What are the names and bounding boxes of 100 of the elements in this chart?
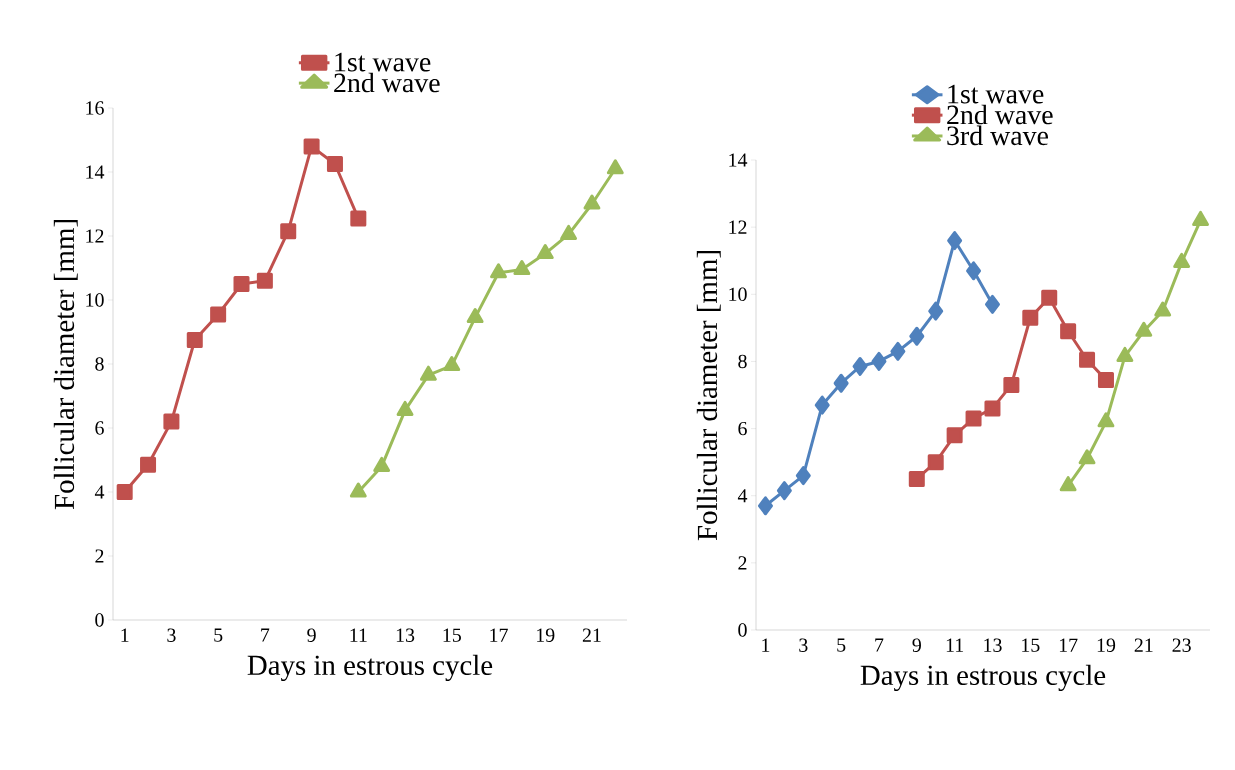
y-tick-label: 6 bbox=[95, 421, 104, 435]
y-tick-label: 4 bbox=[94, 485, 105, 499]
point bbox=[1097, 371, 1114, 388]
point bbox=[1059, 476, 1077, 492]
y-axis-title: Follicular diameter [mm] bbox=[696, 251, 721, 541]
point bbox=[536, 244, 554, 260]
point bbox=[466, 308, 484, 324]
point bbox=[1079, 351, 1096, 368]
x-tick-label: 23 bbox=[1172, 638, 1191, 652]
point bbox=[303, 138, 320, 155]
x-tick-label: 15 bbox=[1022, 638, 1040, 652]
x-tick-label: 11 bbox=[350, 628, 367, 642]
x-tick-label: 5 bbox=[214, 628, 223, 642]
y-tick-label: 12 bbox=[86, 229, 104, 243]
point bbox=[116, 484, 133, 500]
y-tick-label: 0 bbox=[738, 623, 747, 637]
x-axis-title: Days in estrous cycle bbox=[247, 654, 493, 682]
point bbox=[946, 427, 963, 444]
point bbox=[871, 351, 887, 371]
x-tick-label: 3 bbox=[167, 628, 176, 642]
x-axis-title: Days in estrous cycle bbox=[860, 664, 1106, 692]
point bbox=[852, 356, 868, 376]
x-tick-label: 17 bbox=[1059, 638, 1078, 652]
point bbox=[1154, 301, 1172, 317]
y-tick-label: 8 bbox=[738, 354, 747, 369]
x-tick-label: 1 bbox=[121, 628, 129, 642]
x-tick-label: 9 bbox=[912, 638, 921, 652]
point bbox=[909, 326, 925, 346]
point bbox=[419, 365, 437, 381]
y-tick-label: 10 bbox=[86, 293, 104, 307]
legend-label: 2nd wave bbox=[947, 104, 1053, 125]
point bbox=[833, 373, 849, 393]
y-tick-label: 2 bbox=[95, 549, 104, 563]
y-tick-label: 8 bbox=[95, 357, 104, 371]
point bbox=[1116, 346, 1134, 362]
point bbox=[373, 456, 391, 472]
point bbox=[1135, 321, 1153, 337]
point bbox=[210, 306, 227, 323]
point bbox=[1022, 309, 1039, 326]
point bbox=[256, 272, 273, 289]
point bbox=[140, 456, 157, 473]
point bbox=[350, 210, 367, 227]
y-tick-label: 12 bbox=[729, 220, 747, 234]
x-tick-label: 15 bbox=[443, 628, 461, 642]
point bbox=[890, 341, 906, 361]
y-tick-label: 6 bbox=[738, 421, 747, 436]
point bbox=[443, 356, 461, 372]
point bbox=[163, 413, 180, 430]
point bbox=[490, 263, 507, 279]
point bbox=[928, 301, 944, 321]
x-tick-label: 17 bbox=[490, 628, 508, 642]
point bbox=[606, 159, 624, 175]
legend-label: 2nd wave bbox=[334, 72, 440, 93]
point bbox=[560, 224, 578, 240]
point bbox=[349, 482, 367, 498]
point bbox=[984, 400, 1001, 417]
x-tick-label: 3 bbox=[799, 638, 808, 652]
x-tick-label: 21 bbox=[1134, 638, 1153, 652]
legend-label: 1st wave bbox=[335, 52, 431, 72]
point bbox=[966, 261, 982, 281]
point bbox=[186, 332, 203, 348]
x-tick-label: 7 bbox=[261, 628, 270, 642]
x-tick-label: 19 bbox=[1097, 638, 1116, 652]
y-tick-label: 14 bbox=[86, 165, 105, 179]
point bbox=[1060, 323, 1077, 340]
point bbox=[1003, 376, 1020, 393]
point bbox=[396, 400, 414, 416]
y-tick-label: 10 bbox=[729, 287, 747, 301]
point bbox=[326, 156, 343, 172]
x-tick-label: 1 bbox=[762, 638, 770, 652]
point bbox=[795, 466, 811, 486]
y-tick-label: 0 bbox=[95, 613, 104, 627]
point bbox=[757, 496, 773, 516]
y-tick-label: 14 bbox=[729, 153, 748, 167]
point bbox=[1078, 449, 1096, 465]
point bbox=[583, 194, 601, 210]
y-axis-title: Follicular diameter [mm] bbox=[53, 220, 78, 510]
point bbox=[965, 410, 982, 427]
point bbox=[984, 294, 1000, 314]
point bbox=[1041, 289, 1058, 306]
y-tick-label: 4 bbox=[737, 489, 748, 503]
legend-label: 1st wave bbox=[948, 84, 1044, 104]
x-tick-label: 5 bbox=[837, 638, 846, 652]
point bbox=[1097, 412, 1115, 428]
point bbox=[280, 223, 297, 240]
point bbox=[1192, 210, 1209, 226]
x-tick-label: 7 bbox=[875, 638, 884, 652]
point bbox=[908, 470, 925, 487]
point bbox=[927, 454, 944, 471]
x-tick-label: 9 bbox=[307, 628, 316, 642]
x-tick-label: 19 bbox=[537, 628, 555, 642]
point bbox=[814, 395, 830, 415]
x-tick-label: 13 bbox=[984, 638, 1002, 652]
point bbox=[947, 231, 963, 251]
y-tick-label: 2 bbox=[738, 556, 747, 570]
x-tick-label: 11 bbox=[946, 638, 964, 652]
x-tick-label: 21 bbox=[582, 628, 601, 642]
x-tick-label: 13 bbox=[396, 628, 415, 642]
point bbox=[513, 260, 531, 276]
point bbox=[776, 481, 792, 501]
